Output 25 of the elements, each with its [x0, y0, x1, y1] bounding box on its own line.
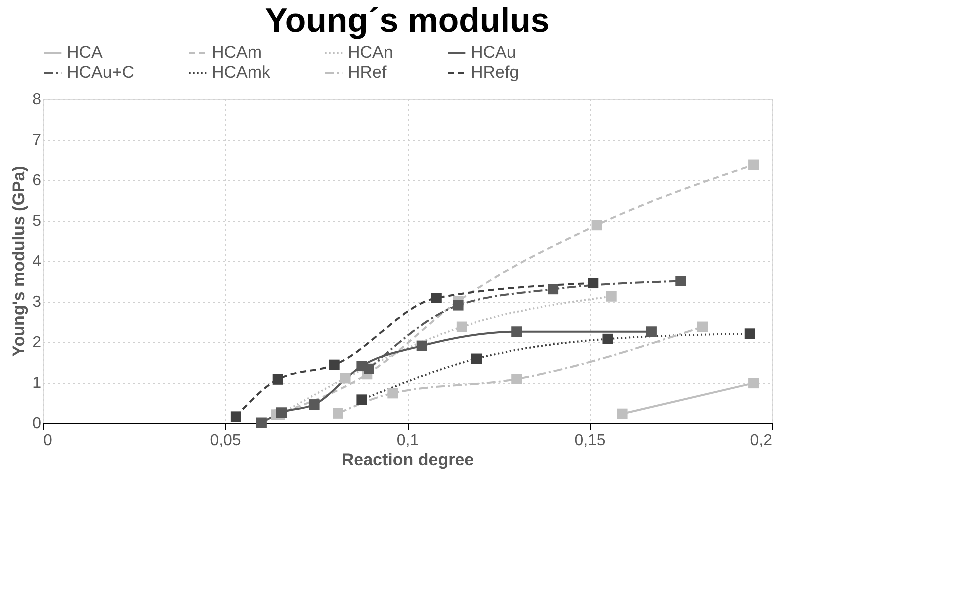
legend-label: HCA: [67, 43, 104, 62]
legend-label: HCAu+C: [67, 63, 135, 82]
y-tick-label: 4: [32, 254, 42, 270]
legend-label: HCAn: [348, 43, 394, 62]
chart-title: Young´s modulus: [265, 2, 550, 40]
x-tick-label: 0,1: [396, 432, 420, 450]
y-axis-title: Young's modulus (GPa): [10, 166, 29, 357]
y-tick-label: 2: [32, 334, 42, 352]
y-tick-label: 5: [32, 213, 42, 230]
legend-label: HCAm: [212, 43, 262, 62]
x-axis-title: Reaction degree: [342, 450, 474, 470]
legend-label: HRefg: [471, 63, 520, 82]
x-tick-label: 0,2: [750, 432, 773, 450]
legend-label: HRef: [348, 63, 388, 82]
legend-label: HCAmk: [212, 63, 272, 82]
legend-label: HCAu: [471, 43, 516, 62]
y-tick-label: 8: [32, 92, 42, 108]
y-tick-label: 0: [32, 416, 42, 432]
x-tick-label: 0: [44, 432, 52, 450]
y-tick-label: 1: [32, 375, 42, 392]
x-tick-label: 0,05: [210, 432, 242, 450]
y-tick-label: 7: [32, 132, 42, 149]
x-tick-label: 0,15: [574, 432, 606, 450]
y-tick-label: 6: [32, 172, 42, 190]
y-tick-label: 3: [32, 294, 42, 311]
